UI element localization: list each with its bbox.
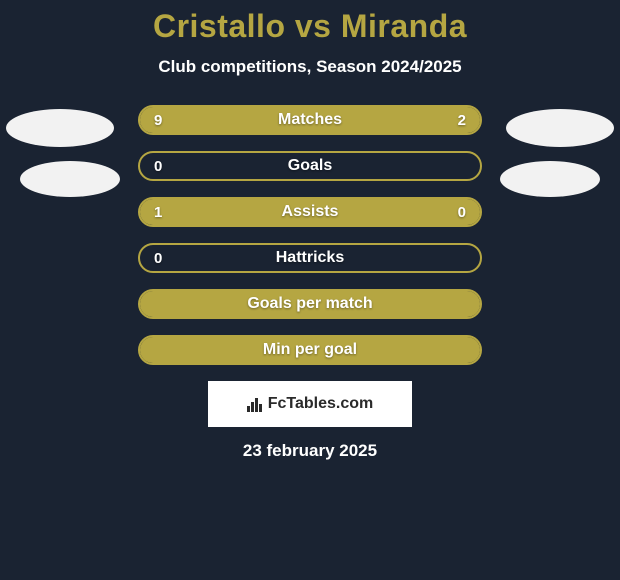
date: 23 february 2025 [0, 441, 620, 461]
stat-row: 10Assists [138, 197, 482, 227]
title: Cristallo vs Miranda [0, 8, 620, 45]
logo-text: FcTables.com [247, 395, 374, 413]
team-right-avatar [500, 161, 600, 197]
stat-label: Goals per match [140, 291, 480, 317]
stat-label: Min per goal [140, 337, 480, 363]
stat-row: 0Goals [138, 151, 482, 181]
stats-area: 92Matches 0Goals 10Assists 0Hattricks Goals … [0, 105, 620, 365]
stat-row: 92Matches [138, 105, 482, 135]
player-right-avatar [506, 109, 614, 147]
subtitle: Club competitions, Season 2024/2025 [0, 57, 620, 77]
source-logo: FcTables.com [208, 381, 412, 427]
stat-label: Goals [140, 153, 480, 179]
stat-bars: 92Matches 0Goals 10Assists 0Hattricks Goals … [138, 105, 482, 365]
stat-label: Hattricks [140, 245, 480, 271]
bar-chart-icon [247, 396, 262, 412]
stat-row: Goals per match [138, 289, 482, 319]
comparison-card: Cristallo vs Miranda Club competitions, … [0, 0, 620, 461]
stat-label: Assists [140, 199, 480, 225]
team-left-avatar [20, 161, 120, 197]
logo-label: FcTables.com [268, 395, 374, 413]
stat-row: 0Hattricks [138, 243, 482, 273]
player-left-avatar [6, 109, 114, 147]
stat-row: Min per goal [138, 335, 482, 365]
stat-label: Matches [140, 107, 480, 133]
